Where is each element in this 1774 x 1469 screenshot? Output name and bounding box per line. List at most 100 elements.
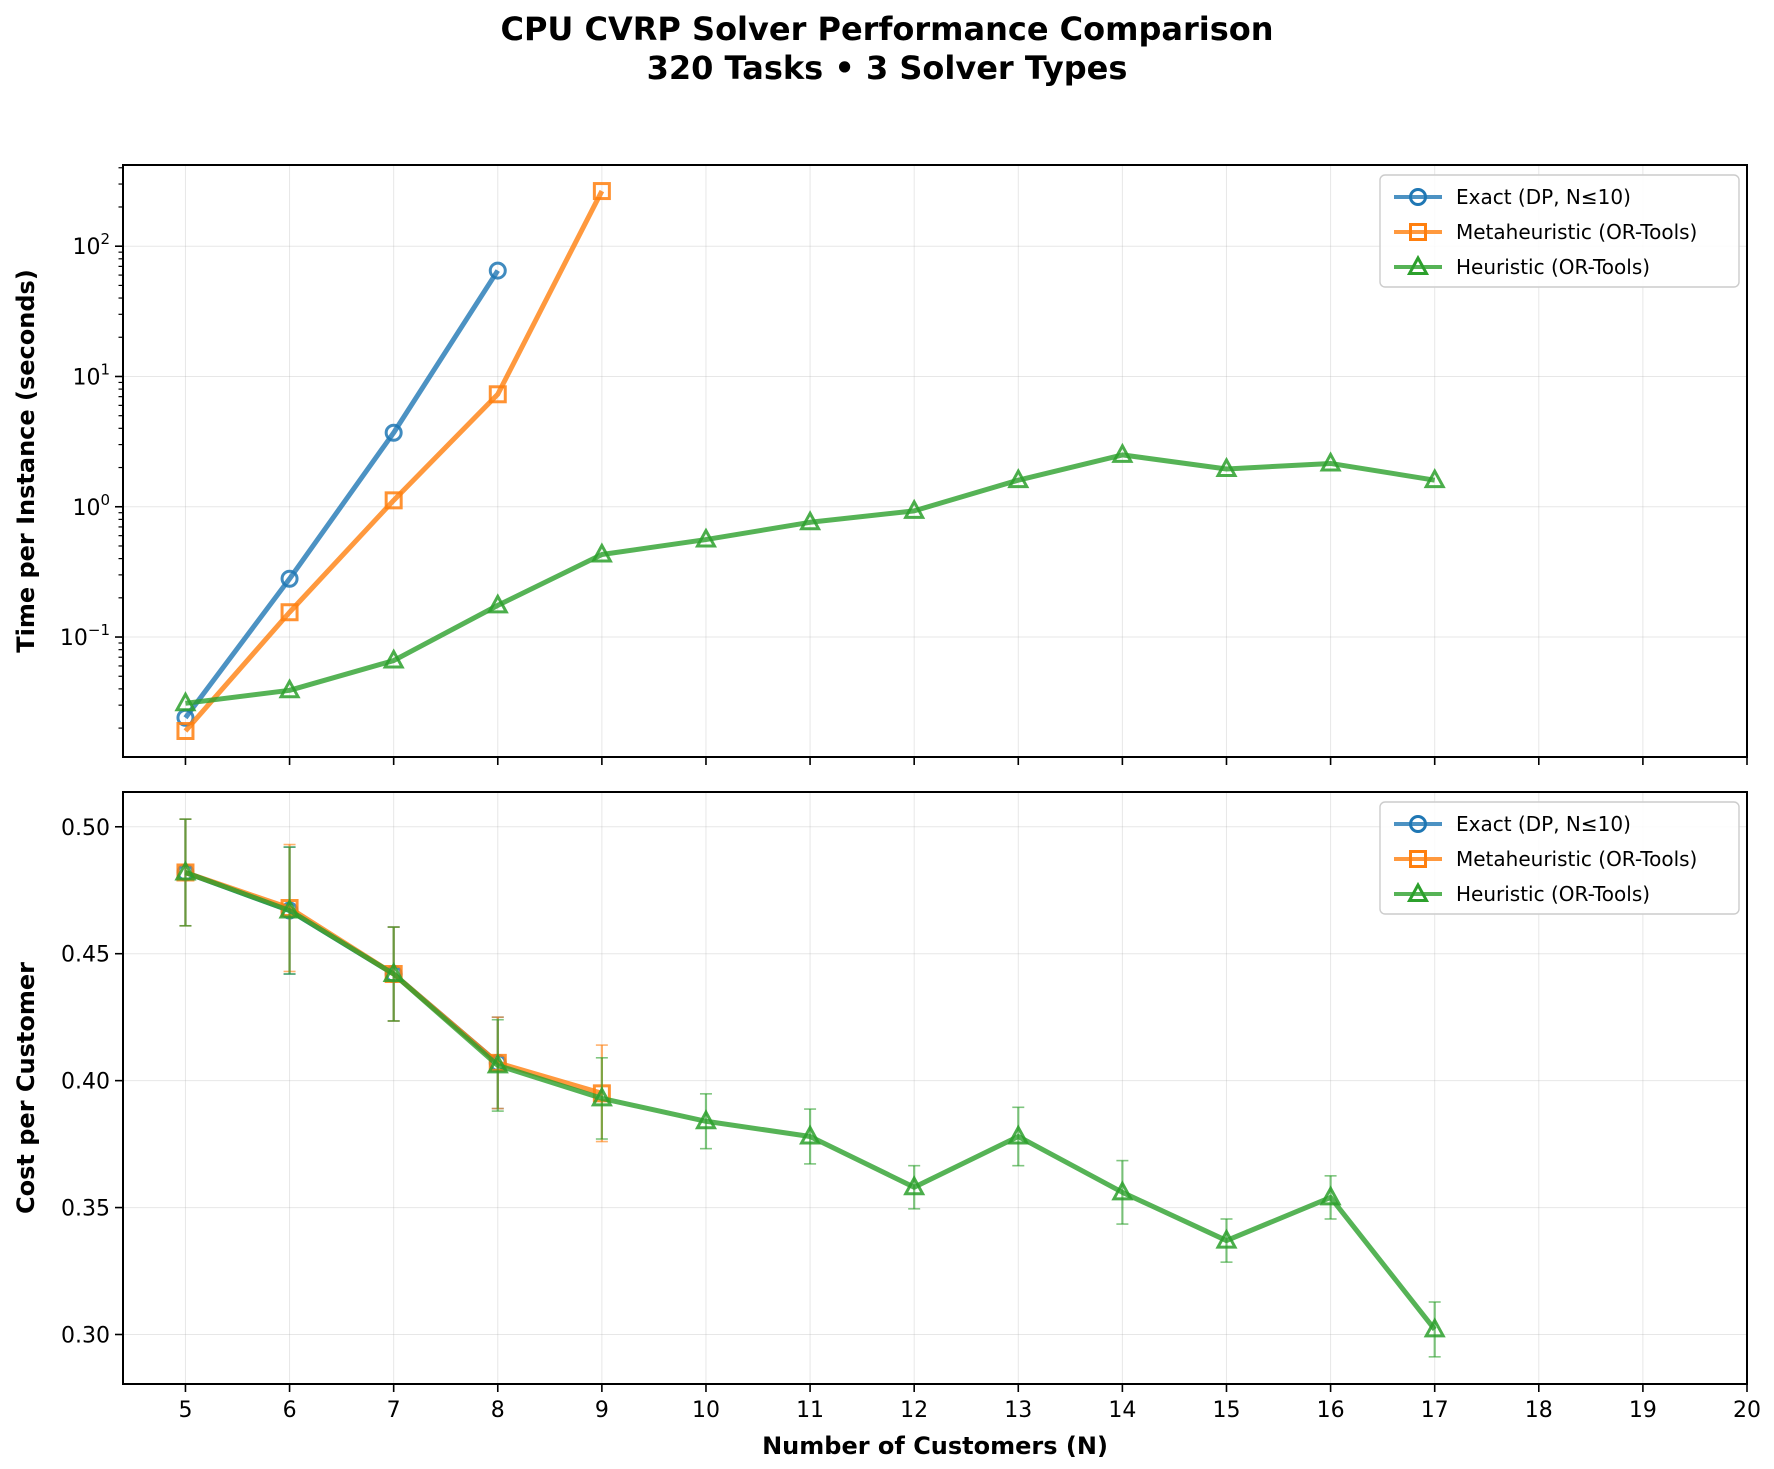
data-point	[278, 678, 301, 699]
x-tick-label: 20	[1733, 1398, 1761, 1423]
data-point	[1319, 1185, 1342, 1206]
x-tick-label: 14	[1108, 1398, 1136, 1423]
data-point	[1319, 451, 1342, 472]
y-tick-label: 0.35	[61, 1197, 110, 1222]
x-tick-label: 17	[1421, 1398, 1449, 1423]
cost-per-customer-panel: 5 6 7 8 9 10 11 12 13 14 15 16 17 18 19 20 0.30 0.35 0.40 0…	[12, 791, 1761, 1460]
data-point	[382, 961, 405, 983]
data-point	[384, 491, 403, 510]
legend-item-heuristic-or-tools: Heuristic (OR-Tools)	[1394, 881, 1650, 906]
data-point-marker	[488, 261, 507, 280]
data-point	[592, 182, 611, 201]
data-point	[280, 603, 299, 622]
data-point	[174, 691, 197, 712]
legend-box	[1379, 801, 1740, 915]
legend-label: Heuristic (OR-Tools)	[1456, 882, 1650, 906]
data-point	[488, 261, 507, 280]
series-heuristic-or-tools	[174, 818, 1446, 1358]
data-point-marker	[590, 542, 613, 563]
figure-title-line2: 320 Tasks • 3 Solver Types	[647, 49, 1128, 87]
time-per-instance-panel: 10−1 100 101 102 Time per Instance (seconds)…	[12, 164, 1748, 765]
legend-symbol-marker	[1409, 850, 1427, 868]
data-point	[694, 1109, 718, 1130]
y-tick-label: 101	[72, 360, 110, 390]
data-point	[174, 860, 197, 881]
legend-item-exact-dp-n-10: Exact (DP, N≤10)	[1394, 185, 1631, 209]
data-point-marker	[174, 860, 197, 881]
data-point-marker	[488, 385, 507, 404]
data-point	[590, 542, 613, 563]
series-line	[184, 870, 1437, 1331]
legend-symbol-marker	[1406, 254, 1430, 275]
legend-symbol-marker	[1409, 188, 1427, 206]
legend: Exact (DP, N≤10) Metaheuristic (OR-Tools)…	[1379, 801, 1740, 915]
data-point-marker	[1423, 1317, 1446, 1338]
data-point-marker	[174, 691, 197, 712]
data-point	[1423, 468, 1446, 489]
data-point-marker	[799, 1124, 822, 1145]
data-point	[486, 593, 509, 614]
data-point-marker	[590, 1086, 613, 1107]
x-tick-label: 10	[692, 1398, 720, 1423]
series-heuristic-or-tools	[174, 442, 1446, 712]
data-point-marker	[1007, 468, 1030, 489]
legend-box	[1379, 174, 1740, 288]
legend-symbol-marker	[1409, 223, 1427, 241]
data-point-marker	[1007, 1124, 1030, 1145]
data-point	[799, 510, 822, 531]
data-point-marker	[278, 678, 301, 699]
x-axis-label: Number of Customers (N)	[762, 1432, 1108, 1460]
legend-label: Metaheuristic (OR-Tools)	[1456, 847, 1697, 871]
legend-label: Metaheuristic (OR-Tools)	[1456, 220, 1697, 244]
data-point	[903, 498, 926, 519]
y-tick-label: 100	[72, 491, 110, 521]
data-point	[176, 721, 195, 740]
plot-frame	[122, 164, 1748, 758]
data-point-marker	[384, 423, 403, 442]
x-tick-label: 8	[491, 1398, 505, 1423]
data-point	[694, 527, 718, 548]
data-point	[1215, 1228, 1238, 1249]
x-tick-label: 15	[1212, 1398, 1240, 1423]
legend-label: Heuristic (OR-Tools)	[1456, 255, 1650, 279]
figure-title-line1: CPU CVRP Solver Performance Comparison	[500, 10, 1273, 48]
x-tick-label: 12	[900, 1398, 928, 1423]
x-tick-label: 18	[1525, 1398, 1553, 1423]
data-point-marker	[1215, 1228, 1238, 1249]
x-tick-label: 19	[1629, 1398, 1657, 1423]
data-point-marker	[384, 491, 403, 510]
data-point	[384, 423, 403, 442]
data-point-marker	[1319, 451, 1342, 472]
y-axis-label: Time per Instance (seconds)	[12, 269, 40, 653]
data-point-marker	[486, 1053, 509, 1074]
series-metaheuristic-or-tools	[176, 182, 611, 740]
data-point-marker	[903, 1175, 926, 1196]
data-point	[486, 1053, 509, 1074]
y-tick-label: 0.30	[61, 1323, 110, 1348]
data-point-marker	[1215, 456, 1238, 477]
data-point	[280, 569, 299, 588]
data-point-marker	[694, 1109, 718, 1130]
plot-area	[174, 818, 1446, 1358]
data-point	[903, 1175, 926, 1196]
series-line	[184, 870, 500, 1065]
data-point-marker	[1319, 1185, 1342, 1206]
data-point-marker	[278, 898, 301, 919]
x-tick-label: 6	[283, 1398, 297, 1423]
x-tick-label: 13	[1004, 1398, 1032, 1423]
data-point	[1215, 456, 1238, 477]
y-tick-label: 0.40	[61, 1070, 110, 1095]
data-point-marker	[903, 498, 926, 519]
data-point	[1423, 1317, 1446, 1338]
y-tick-label: 102	[72, 230, 110, 260]
data-point	[1111, 1180, 1134, 1201]
legend: Exact (DP, N≤10) Metaheuristic (OR-Tools)…	[1379, 174, 1740, 288]
data-point	[799, 1124, 822, 1145]
data-point-marker	[694, 527, 718, 548]
legend-item-exact-dp-n-10: Exact (DP, N≤10)	[1394, 812, 1631, 836]
data-point	[1007, 468, 1030, 489]
data-point-marker	[280, 603, 299, 622]
data-point-marker	[382, 961, 405, 983]
x-tick-label: 7	[387, 1398, 401, 1423]
